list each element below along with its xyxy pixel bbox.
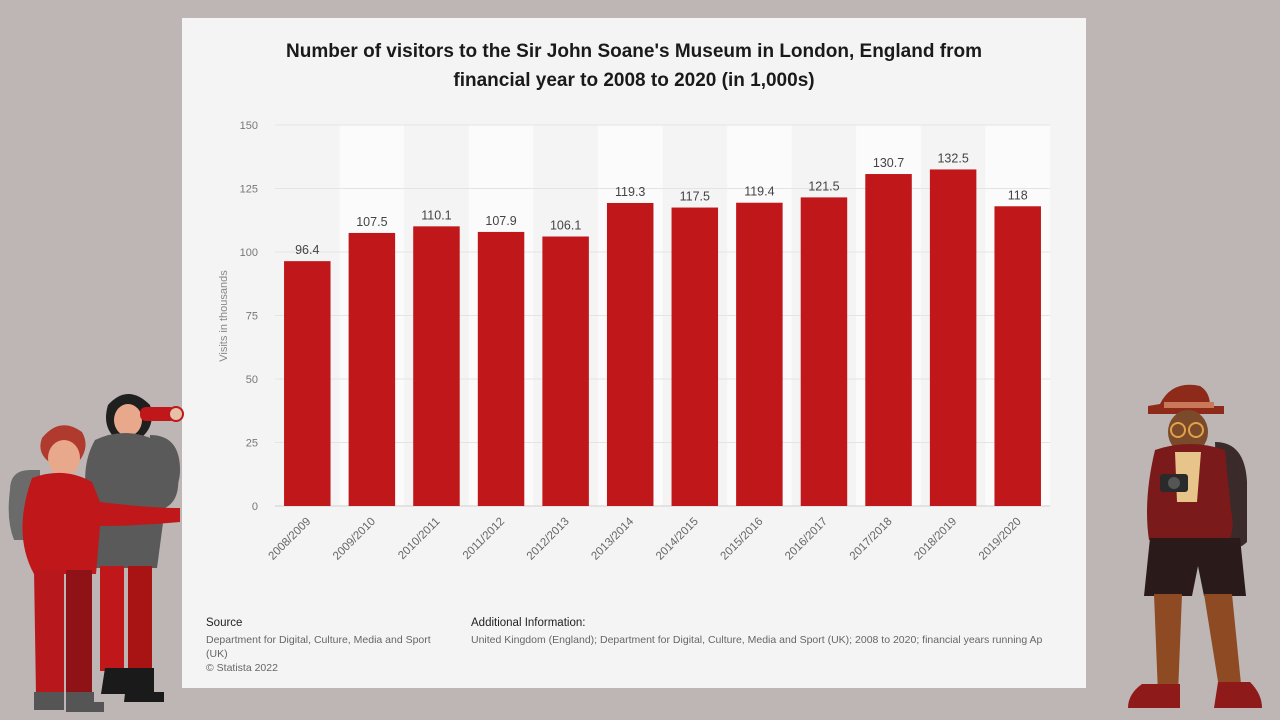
bar xyxy=(284,261,331,506)
bar xyxy=(413,226,460,506)
source-line-1: Department for Digital, Culture, Media a… xyxy=(206,634,431,646)
value-label: 106.1 xyxy=(550,219,581,233)
copyright: © Statista 2022 xyxy=(206,662,278,674)
bar xyxy=(477,231,525,506)
y-tick-label: 50 xyxy=(246,374,258,386)
bar-chart: 0 25 50 75 100 125 150 96.4 107.5 110.1 107.9 106.… xyxy=(218,120,1050,563)
value-label: 117.5 xyxy=(680,190,710,204)
value-label: 130.7 xyxy=(873,156,904,170)
hiker-in-red-jacket xyxy=(8,425,180,712)
additional-info-text: United Kingdom (England); Department for… xyxy=(471,634,1043,646)
value-label: 107.5 xyxy=(356,215,387,229)
value-label: 110.1 xyxy=(421,208,451,222)
bar xyxy=(606,202,654,506)
bar xyxy=(736,202,783,506)
chart-card: Number of visitors to the Sir John Soane… xyxy=(182,18,1086,688)
x-tick-label: 2010/2011 xyxy=(396,516,442,562)
value-label: 119.4 xyxy=(744,185,774,199)
value-label: 121.5 xyxy=(808,179,839,193)
x-tick-label: 2013/2014 xyxy=(589,515,636,562)
y-tick-label: 0 xyxy=(252,501,258,513)
bar xyxy=(542,236,589,507)
x-tick-label: 2014/2015 xyxy=(654,516,701,563)
value-label: 96.4 xyxy=(295,243,319,257)
bar xyxy=(800,197,848,506)
y-axis-label: Visits in thousands xyxy=(218,270,230,362)
bar xyxy=(865,174,912,506)
source-label: Source xyxy=(206,617,243,629)
chart-title-line-1: Number of visitors to the Sir John Soane… xyxy=(286,41,982,62)
y-tick-label: 25 xyxy=(246,438,258,450)
gridlines xyxy=(275,124,1050,507)
y-tick-label: 125 xyxy=(240,184,258,196)
y-tick-label: 75 xyxy=(246,311,258,323)
x-tick-label: 2017/2018 xyxy=(848,516,895,563)
additional-info-label: Additional Information: xyxy=(471,617,586,629)
value-label: 119.3 xyxy=(615,185,645,199)
value-label: 132.5 xyxy=(937,151,968,165)
bar xyxy=(348,232,396,506)
source-line-2: (UK) xyxy=(206,648,228,660)
x-tick-label: 2008/2009 xyxy=(266,516,313,563)
value-label: 107.9 xyxy=(485,214,516,228)
x-tick-label: 2009/2010 xyxy=(331,516,378,563)
x-tick-label: 2018/2019 xyxy=(912,516,959,563)
value-label: 118 xyxy=(1008,188,1028,202)
y-tick-label: 100 xyxy=(240,247,258,259)
value-labels: 96.4 107.5 110.1 107.9 106.1 119.3 117.5 119.4 1… xyxy=(295,151,1028,257)
chart-title: Number of visitors to the Sir John Soane… xyxy=(182,37,1086,95)
bar xyxy=(671,207,719,507)
tourist-with-camera-illustration xyxy=(1128,384,1262,708)
x-tick-label: 2019/2020 xyxy=(977,516,1024,563)
x-tick-label: 2012/2013 xyxy=(525,516,572,563)
y-axis-ticks: 0 25 50 75 100 125 150 xyxy=(240,120,258,513)
x-tick-label: 2016/2017 xyxy=(783,516,830,563)
x-tick-label: 2015/2016 xyxy=(719,516,766,563)
y-tick-label: 150 xyxy=(240,120,258,132)
bars xyxy=(284,169,1041,507)
bar xyxy=(929,169,977,506)
hiker-with-binoculars xyxy=(85,394,184,702)
two-hikers-with-binoculars-illustration xyxy=(8,394,184,712)
chart-title-line-2: financial year to 2008 to 2020 (in 1,000… xyxy=(453,70,815,91)
x-tick-label: 2011/2012 xyxy=(461,516,507,562)
bar xyxy=(994,206,1041,506)
x-axis-ticks: 2008/2009 2009/2010 2010/2011 2011/2012 2012… xyxy=(266,515,1023,562)
